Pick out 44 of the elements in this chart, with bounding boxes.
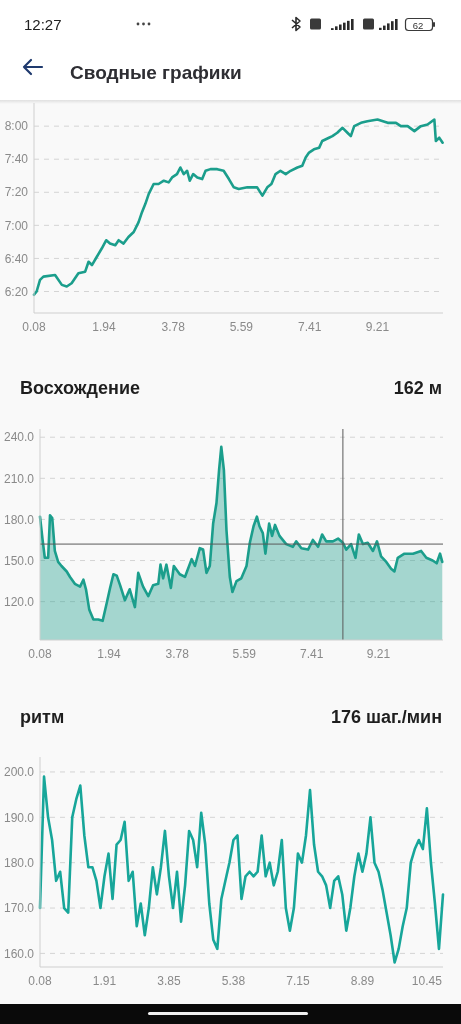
x-tick-label: 7.15 xyxy=(286,974,310,988)
x-tick-label: 3.78 xyxy=(161,320,186,334)
y-tick-label: 150.0 xyxy=(3,553,35,568)
line-series xyxy=(32,118,444,297)
text: 62 xyxy=(412,20,424,31)
x-tick-label: 3.85 xyxy=(157,974,181,988)
y-tick-label: 7:40 xyxy=(4,152,29,167)
y-tick-label: 200.0 xyxy=(3,765,35,780)
y-tick-label: 180.0 xyxy=(3,512,35,527)
line-series xyxy=(38,775,445,964)
y-tick-label: 190.0 xyxy=(3,810,35,825)
x-tick-label: 5.59 xyxy=(229,320,254,334)
y-tick-label: 240.0 xyxy=(3,430,35,445)
y-tick-label: 180.0 xyxy=(3,855,35,870)
x-tick-label: 0.08 xyxy=(28,974,52,988)
chart-title: ритм xyxy=(20,707,65,727)
chart-title: Сводные графики xyxy=(70,62,242,83)
x-tick-label: 1.91 xyxy=(92,974,117,988)
x-tick-label: 0.08 xyxy=(28,647,52,661)
y-tick-label: 7:20 xyxy=(4,185,29,200)
y-tick-label: 210.0 xyxy=(3,471,35,486)
y-tick-label: 6:40 xyxy=(4,251,29,266)
x-tick-label: 7.41 xyxy=(298,320,322,334)
y-tick-label: 170.0 xyxy=(3,901,35,916)
x-tick-label: 5.38 xyxy=(221,974,246,988)
x-tick-label: 10.45 xyxy=(411,974,443,988)
x-tick-label: 3.78 xyxy=(165,647,190,661)
x-tick-label: 9.21 xyxy=(366,647,391,661)
x-tick-label: 9.21 xyxy=(365,320,390,334)
y-tick-label: 7:00 xyxy=(4,218,29,233)
x-tick-label: 5.59 xyxy=(232,647,257,661)
y-tick-label: 6:20 xyxy=(4,284,29,299)
x-tick-label: 0.08 xyxy=(22,320,46,334)
x-tick-label: 8.89 xyxy=(350,974,375,988)
text: 12:27 xyxy=(24,16,62,33)
x-tick-label: 1.94 xyxy=(97,647,121,661)
x-tick-label: 7.41 xyxy=(300,647,324,661)
y-tick-label: 160.0 xyxy=(3,946,35,961)
x-tick-label: 1.94 xyxy=(92,320,116,334)
chart-subtitle: 176 шаг./мин xyxy=(331,707,442,727)
chart-title: Восхождение xyxy=(20,378,140,398)
chart-subtitle: 162 м xyxy=(393,378,442,398)
y-tick-label: 8:00 xyxy=(4,119,29,134)
y-tick-label: 120.0 xyxy=(3,594,35,609)
